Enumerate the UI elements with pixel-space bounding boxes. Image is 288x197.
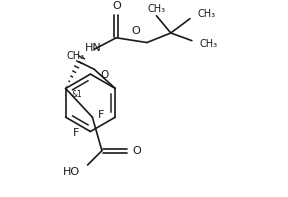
Text: F: F: [97, 110, 104, 120]
Text: F: F: [73, 128, 79, 138]
Text: O: O: [132, 146, 141, 156]
Text: HN: HN: [85, 43, 101, 53]
Text: O: O: [101, 70, 109, 80]
Text: O: O: [131, 26, 140, 36]
Text: CH₃: CH₃: [198, 9, 216, 19]
Text: CH₃: CH₃: [67, 51, 85, 61]
Text: CH₃: CH₃: [147, 4, 166, 14]
Text: CH₃: CH₃: [200, 38, 218, 48]
Text: O: O: [112, 1, 121, 11]
Text: &1: &1: [71, 90, 82, 99]
Text: HO: HO: [63, 167, 80, 177]
